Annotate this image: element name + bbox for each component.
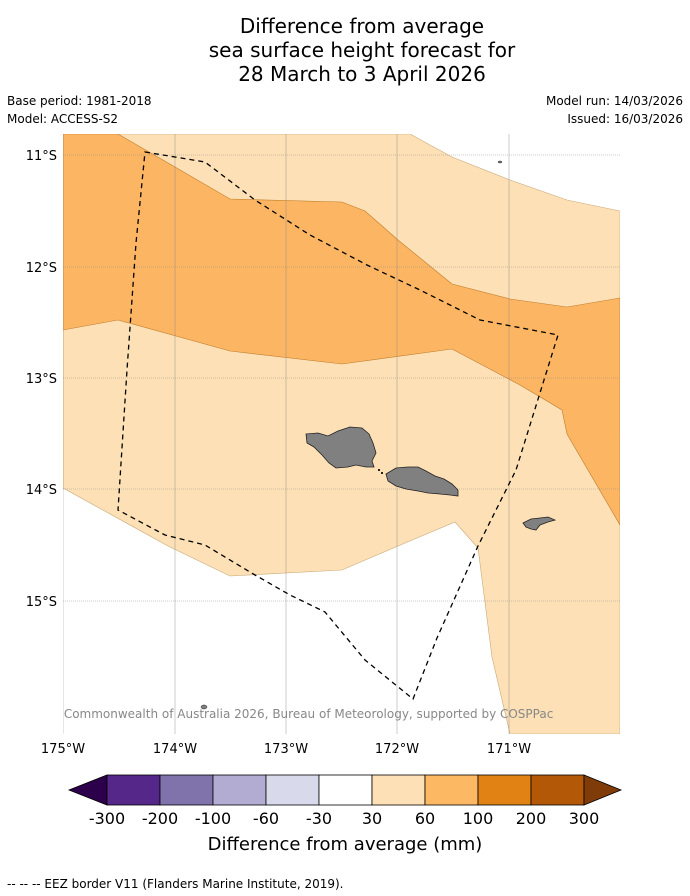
colorbar-extend-low <box>67 774 108 806</box>
anomaly-band-60-100 <box>63 134 620 526</box>
colorbar-tick-label: -30 <box>306 809 332 828</box>
colorbar: -300 -200 -100 -60 -30 30 60 100 200 300 <box>67 774 623 828</box>
island-rose <box>497 160 503 164</box>
lon-label-173w: 173°W <box>264 742 308 757</box>
lat-label-12s: 12°S <box>26 261 57 276</box>
colorbar-segment <box>159 774 214 806</box>
base-period-label: Base period: 1981-2018 <box>7 94 152 108</box>
colorbar-tick-label: 100 <box>463 809 494 828</box>
colorbar-tick-label: 300 <box>569 809 600 828</box>
lon-label-174w: 174°W <box>153 742 197 757</box>
issued-label: Issued: 16/03/2026 <box>567 112 683 126</box>
gridlines <box>63 134 620 734</box>
colorbar-title: Difference from average (mm) <box>208 834 483 855</box>
colorbar-tick-label: -300 <box>89 809 125 828</box>
colorbar-segment <box>212 774 267 806</box>
title-line-3: 28 March to 3 April 2026 <box>238 62 486 86</box>
colorbar-segment <box>106 774 161 806</box>
title-line-2: sea surface height forecast for <box>208 38 516 62</box>
title-line-1: Difference from average <box>239 14 485 38</box>
colorbar-segment <box>318 774 373 806</box>
island-tutuila <box>522 516 557 531</box>
eez-border <box>117 151 559 701</box>
colorbar-tick-label: 30 <box>362 809 382 828</box>
colorbar-segment <box>424 774 479 806</box>
island-upolu <box>385 466 459 497</box>
island-savaii <box>305 426 377 469</box>
colorbar-tick-label: 200 <box>516 809 547 828</box>
colorbar-tick-label: -60 <box>253 809 279 828</box>
colorbar-tick-label: -200 <box>142 809 178 828</box>
colorbar-segment <box>530 774 585 806</box>
lat-label-14s: 14°S <box>26 483 57 498</box>
map-plot-area: © Commonwealth of Australia 2026, Bureau… <box>48 134 620 734</box>
lat-label-13s: 13°S <box>26 372 57 387</box>
map-credit: © Commonwealth of Australia 2026, Bureau… <box>48 707 553 721</box>
lat-label-11s: 11°S <box>26 149 57 164</box>
model-label: Model: ACCESS-S2 <box>7 112 119 126</box>
colorbar-extend-high <box>583 774 623 806</box>
eez-legend-text: -- -- -- EEZ border V11 (Flanders Marine… <box>7 877 344 891</box>
colorbar-segment <box>477 774 532 806</box>
colorbar-segment <box>371 774 426 806</box>
model-run-label: Model run: 14/03/2026 <box>545 94 683 108</box>
island-swains <box>200 704 208 710</box>
lon-label-175w: 175°W <box>41 742 85 757</box>
islet-manono <box>381 472 383 474</box>
lat-label-15s: 15°S <box>26 595 57 610</box>
colorbar-tick-label: 60 <box>415 809 435 828</box>
lon-label-172w: 172°W <box>375 742 419 757</box>
lon-label-171w: 171°W <box>487 742 531 757</box>
colorbar-segment <box>265 774 320 806</box>
colorbar-tick-label: -100 <box>195 809 231 828</box>
islet-apolima <box>378 469 380 471</box>
forecast-map: © Commonwealth of Australia 2026, Bureau… <box>26 134 623 855</box>
chart-title: Difference from average sea surface heig… <box>0 14 690 86</box>
